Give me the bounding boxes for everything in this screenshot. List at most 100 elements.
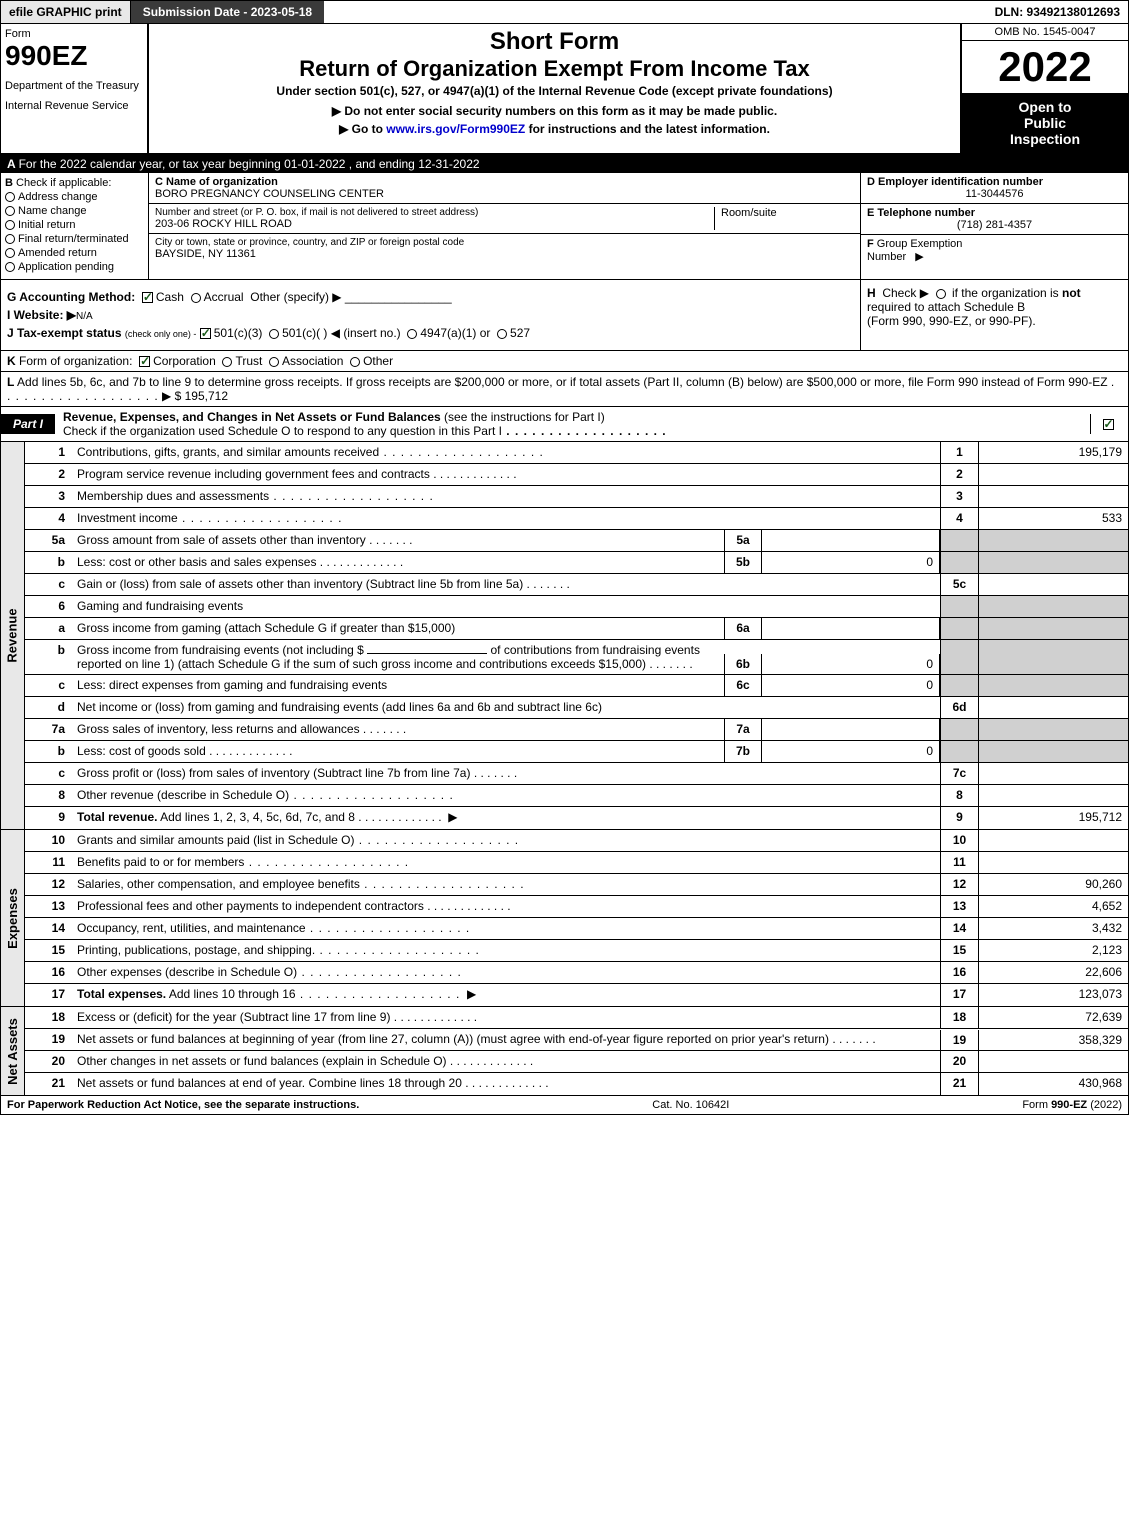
i-label: I Website: ▶: [7, 308, 76, 322]
expenses-table: 10 Grants and similar amounts paid (list…: [25, 830, 1128, 1006]
line-16: 16 Other expenses (describe in Schedule …: [25, 962, 1128, 984]
c-name-value: BORO PREGNANCY COUNSELING CENTER: [155, 188, 854, 200]
line-amount: [978, 785, 1128, 806]
chk-501c[interactable]: [269, 329, 279, 339]
chk-4947[interactable]: [407, 329, 417, 339]
line-desc: Gain or (loss) from sale of assets other…: [71, 574, 940, 595]
line-desc: Gross profit or (loss) from sales of inv…: [71, 763, 940, 784]
chk-h[interactable]: [936, 289, 946, 299]
line-num: 17: [25, 984, 71, 1006]
chk-label: Name change: [18, 205, 87, 217]
chk-corp[interactable]: [139, 356, 150, 367]
sub-val: [762, 719, 940, 740]
line-ref: 19: [940, 1030, 978, 1050]
line-desc: Total expenses. Add lines 10 through 16 …: [71, 984, 940, 1006]
line-6c: c Less: direct expenses from gaming and …: [25, 675, 1128, 697]
netassets-table: 18 Excess or (deficit) for the year (Sub…: [25, 1007, 1128, 1095]
sub-num: 5a: [724, 530, 762, 551]
other-label: Other: [363, 354, 393, 368]
line-num: 20: [25, 1051, 71, 1072]
chk-application-pending[interactable]: Application pending: [5, 261, 144, 273]
d-group-label: F Group ExemptionNumber ▶: [867, 238, 1122, 263]
g-label: G Accounting Method:: [7, 290, 135, 304]
h-text4: required to attach Schedule B: [867, 300, 1025, 314]
line-num: d: [25, 697, 71, 718]
line-5a: 5a Gross amount from sale of assets othe…: [25, 530, 1128, 552]
col-b-checkboxes: B Check if applicable: Address change Na…: [1, 173, 149, 279]
j-sub: (check only one) -: [125, 329, 197, 339]
chk-address-change[interactable]: Address change: [5, 191, 144, 203]
chk-527[interactable]: [497, 329, 507, 339]
line-desc: Program service revenue including govern…: [71, 464, 940, 485]
line-1: 1 Contributions, gifts, grants, and simi…: [25, 442, 1128, 464]
line-7b: b Less: cost of goods sold 7b 0: [25, 741, 1128, 763]
chk-accrual[interactable]: [191, 293, 201, 303]
line-20: 20 Other changes in net assets or fund b…: [25, 1051, 1128, 1073]
part1-check-text: Check if the organization used Schedule …: [63, 424, 502, 438]
sub-num: 7b: [724, 741, 762, 762]
omb-number: OMB No. 1545-0047: [962, 24, 1128, 41]
line-desc: Gross sales of inventory, less returns a…: [71, 719, 724, 740]
line-desc: Net income or (loss) from gaming and fun…: [71, 697, 940, 718]
line-num: 12: [25, 874, 71, 895]
efile-print-button[interactable]: efile GRAPHIC print: [1, 1, 131, 23]
line-desc: Less: cost or other basis and sales expe…: [71, 552, 724, 573]
chk-label: Initial return: [18, 219, 75, 231]
footer-right: Form 990-EZ (2022): [1022, 1099, 1122, 1111]
line-num: 4: [25, 508, 71, 529]
irs-link[interactable]: www.irs.gov/Form990EZ: [386, 122, 525, 136]
line-num: 1: [25, 442, 71, 463]
part1-checkbox[interactable]: [1090, 414, 1128, 434]
line-num: 6: [25, 596, 71, 617]
short-form-title: Short Form: [157, 28, 952, 56]
chk-label: Application pending: [18, 261, 114, 273]
chk-501c3[interactable]: [200, 328, 211, 339]
line-num: 18: [25, 1007, 71, 1028]
shade-cell: [978, 596, 1128, 617]
chk-initial-return[interactable]: Initial return: [5, 219, 144, 231]
c-city-value: BAYSIDE, NY 11361: [155, 248, 854, 260]
row-k: K Form of organization: Corporation Trus…: [1, 351, 1128, 372]
line-amount: [978, 697, 1128, 718]
chk-final-return[interactable]: Final return/terminated: [5, 233, 144, 245]
expenses-side-label: Expenses: [1, 830, 25, 1006]
chk-name-change[interactable]: Name change: [5, 205, 144, 217]
part1-sub: (see the instructions for Part I): [444, 410, 605, 424]
d-ein: D Employer identification number 11-3044…: [861, 173, 1128, 204]
chk-trust[interactable]: [222, 357, 232, 367]
line-amount: 22,606: [978, 962, 1128, 983]
line-desc: Other changes in net assets or fund bala…: [71, 1051, 940, 1072]
chk-assoc[interactable]: [269, 357, 279, 367]
chk-other[interactable]: [350, 357, 360, 367]
line-num: 3: [25, 486, 71, 507]
inspect-line3: Inspection: [966, 131, 1124, 147]
subtitle-ssn: ▶ Do not enter social security numbers o…: [157, 104, 952, 118]
line-amount: [978, 1051, 1128, 1072]
c-addr-value: 203-06 ROCKY HILL ROAD: [155, 218, 714, 230]
line-amount: [978, 486, 1128, 507]
dept-treasury: Department of the Treasury: [5, 80, 143, 92]
other-label: Other (specify) ▶: [250, 290, 341, 304]
chk-cash[interactable]: [142, 292, 153, 303]
footer-center: Cat. No. 10642I: [359, 1099, 1022, 1111]
line-num: 21: [25, 1073, 71, 1095]
chk-amended-return[interactable]: Amended return: [5, 247, 144, 259]
c-city-label: City or town, state or province, country…: [155, 237, 854, 248]
line-10: 10 Grants and similar amounts paid (list…: [25, 830, 1128, 852]
line-desc: Salaries, other compensation, and employ…: [71, 874, 940, 895]
c-city-row: City or town, state or province, country…: [149, 234, 860, 263]
col-c-org-info: C Name of organization BORO PREGNANCY CO…: [149, 173, 860, 279]
line-12: 12 Salaries, other compensation, and emp…: [25, 874, 1128, 896]
line-num: c: [25, 675, 71, 696]
line-18: 18 Excess or (deficit) for the year (Sub…: [25, 1007, 1128, 1029]
goto-pre: ▶ Go to: [339, 122, 386, 136]
line-num: b: [25, 552, 71, 573]
line-ref: 7c: [940, 763, 978, 784]
part1-title-text: Revenue, Expenses, and Changes in Net As…: [63, 410, 441, 424]
501c3-label: 501(c)(3): [214, 326, 263, 340]
line-num: 9: [25, 807, 71, 829]
line-ref: 21: [940, 1073, 978, 1095]
line-num: 2: [25, 464, 71, 485]
sub-num: 6a: [724, 618, 762, 639]
k-label: K: [7, 354, 16, 368]
